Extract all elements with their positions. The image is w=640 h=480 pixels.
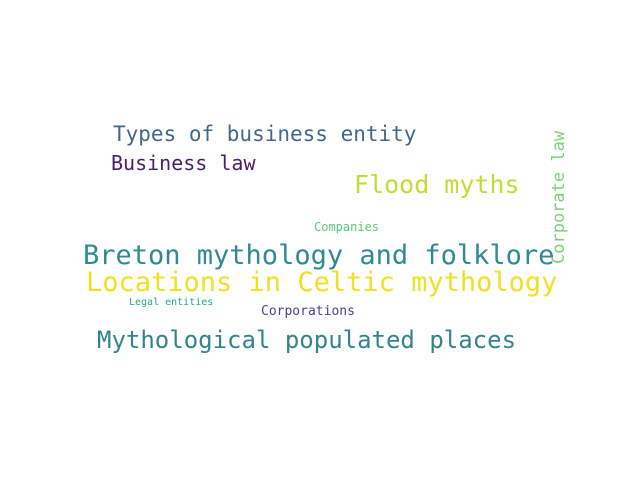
- word-companies: Companies: [314, 220, 380, 234]
- word-corporations: Corporations: [261, 304, 355, 319]
- word-locations-in-celtic-mythology: Locations in Celtic mythology: [86, 267, 558, 298]
- word-business-law: Business law: [111, 151, 256, 175]
- word-flood-myths: Flood myths: [354, 170, 520, 199]
- word-mythological-populated-places: Mythological populated places: [97, 326, 517, 354]
- word-breton-mythology-and-folklore: Breton mythology and folklore: [83, 240, 555, 271]
- word-types-of-business-entity: Types of business entity: [113, 122, 417, 146]
- word-legal-entities: Legal entities: [129, 297, 214, 308]
